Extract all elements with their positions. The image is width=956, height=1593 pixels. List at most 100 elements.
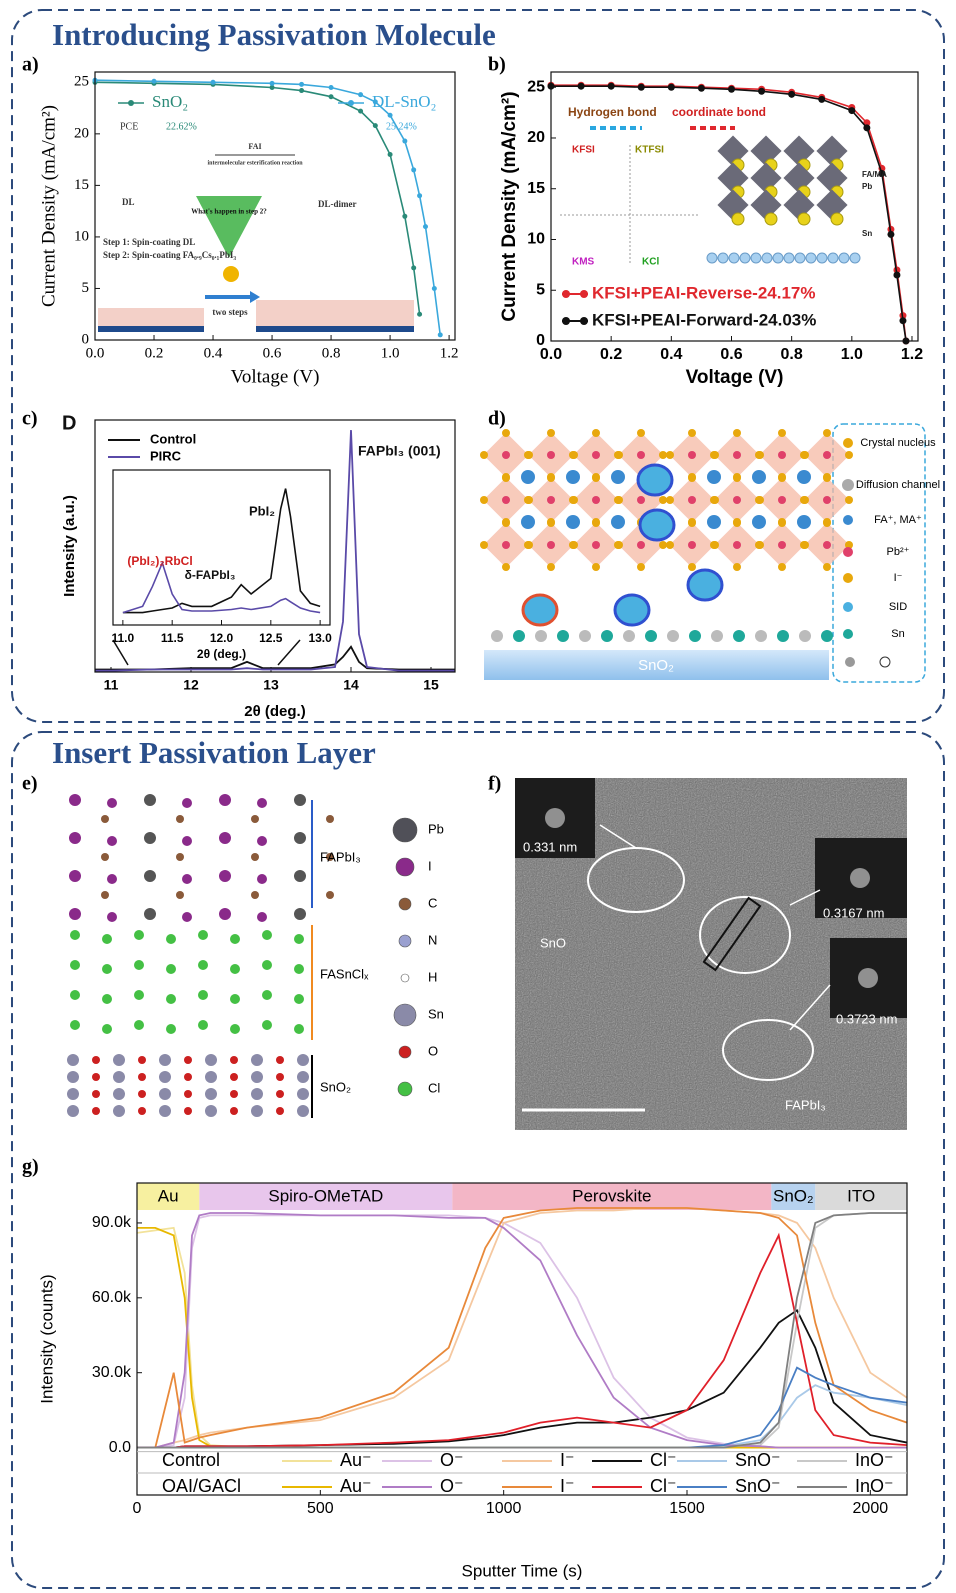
substrate-atom: [827, 252, 839, 264]
atom: [134, 960, 144, 970]
legend-icon: [845, 657, 855, 667]
atom: [257, 798, 267, 808]
annotation: D: [62, 412, 76, 434]
atom: [276, 1090, 284, 1098]
x-tick-label: 0.4: [204, 345, 223, 361]
atom: [102, 1024, 112, 1034]
atom: [198, 1020, 208, 1030]
panel-label: d): [488, 408, 506, 430]
iodide: [733, 563, 741, 571]
substrate-atom: [739, 252, 751, 264]
iodide: [756, 496, 764, 504]
molecule: [176, 891, 184, 899]
x-tick-label: 11.5: [161, 631, 184, 645]
pb-ion: [823, 451, 831, 459]
substrate: [484, 650, 829, 680]
legend-label: Pb: [428, 821, 444, 836]
legend-label: H: [428, 969, 437, 984]
pointer: [599, 824, 831, 1031]
x-tick-label: 14: [343, 677, 359, 693]
image-label: 0.3167 nm: [823, 905, 884, 920]
point: [210, 79, 216, 85]
x-tick-label: 0.4: [660, 346, 682, 363]
atom: [219, 832, 231, 844]
cation: [752, 470, 766, 484]
y-tick-label: 20: [527, 129, 545, 146]
legend-label: N: [428, 932, 437, 947]
atom: [113, 1105, 125, 1117]
atom: [184, 1073, 192, 1081]
atom: [219, 870, 231, 882]
point: [818, 95, 826, 103]
layer-band: [452, 1183, 772, 1210]
molecule: [101, 815, 109, 823]
legend-icon: [843, 438, 853, 448]
x-tick-label: 1.0: [381, 345, 400, 361]
annotation: FA/MA: [862, 170, 887, 179]
legend-label: Control: [150, 431, 196, 446]
substrate-sketch: [256, 300, 414, 326]
pb-ion: [592, 451, 600, 459]
legend-label: Sn: [891, 628, 904, 640]
atom: [251, 1088, 263, 1100]
x-tick-label: 15: [423, 677, 439, 693]
x-tick-label: 0.0: [86, 345, 105, 361]
legend-atom: [400, 973, 410, 983]
point: [637, 83, 645, 91]
point: [899, 317, 907, 325]
atom: [107, 798, 117, 808]
legend-label: I⁻: [560, 1476, 575, 1496]
legend-label: I⁻: [894, 572, 903, 584]
atom: [219, 794, 231, 806]
atom: [70, 930, 80, 940]
substrate-atom: [706, 252, 718, 264]
iodide: [801, 541, 809, 549]
pb-ion: [637, 541, 645, 549]
point: [299, 81, 305, 87]
x-tick-label: 1500: [669, 1500, 705, 1517]
x-tick-label: 0.6: [263, 345, 282, 361]
section-title: Insert Passivation Layer: [52, 735, 376, 770]
pb-ion: [688, 496, 696, 504]
x-axis-label: 2θ (deg.): [197, 647, 246, 661]
fft-spot: [858, 968, 878, 988]
layer-band: [199, 1183, 453, 1210]
pb-ion: [592, 496, 600, 504]
title-backdrop: [46, 738, 436, 776]
point: [151, 78, 157, 84]
substrate-atom: [849, 252, 861, 264]
y-tick-label: 0.0: [109, 1439, 131, 1456]
iodide: [823, 519, 831, 527]
cation: [830, 212, 844, 226]
point: [417, 311, 423, 317]
atom: [107, 836, 117, 846]
legend-icon: [843, 547, 853, 557]
atom: [297, 1088, 309, 1100]
point: [411, 265, 417, 271]
series-line: [95, 79, 441, 335]
atom: [230, 1107, 238, 1115]
atom: [138, 1107, 146, 1115]
point: [402, 213, 408, 219]
atom: [69, 832, 81, 844]
y-tick-label: 30.0k: [92, 1364, 132, 1381]
atom: [294, 794, 306, 806]
pb-ion: [502, 541, 510, 549]
cation: [797, 470, 811, 484]
atom: [257, 912, 267, 922]
point: [727, 85, 735, 93]
atom: [144, 908, 156, 920]
atom: [230, 1024, 240, 1034]
atom: [134, 990, 144, 1000]
atom: [92, 1090, 100, 1098]
iodide: [480, 451, 488, 459]
molecule: [251, 853, 259, 861]
legend-label: SnO⁻: [735, 1450, 781, 1470]
legend-icon: [842, 479, 854, 491]
x-tick-label: 11: [104, 677, 119, 693]
atom: [251, 1054, 263, 1066]
layer-label: ITO: [847, 1186, 875, 1205]
atom: [262, 990, 272, 1000]
legend-marker: [348, 100, 354, 106]
region-outline: [699, 896, 791, 974]
